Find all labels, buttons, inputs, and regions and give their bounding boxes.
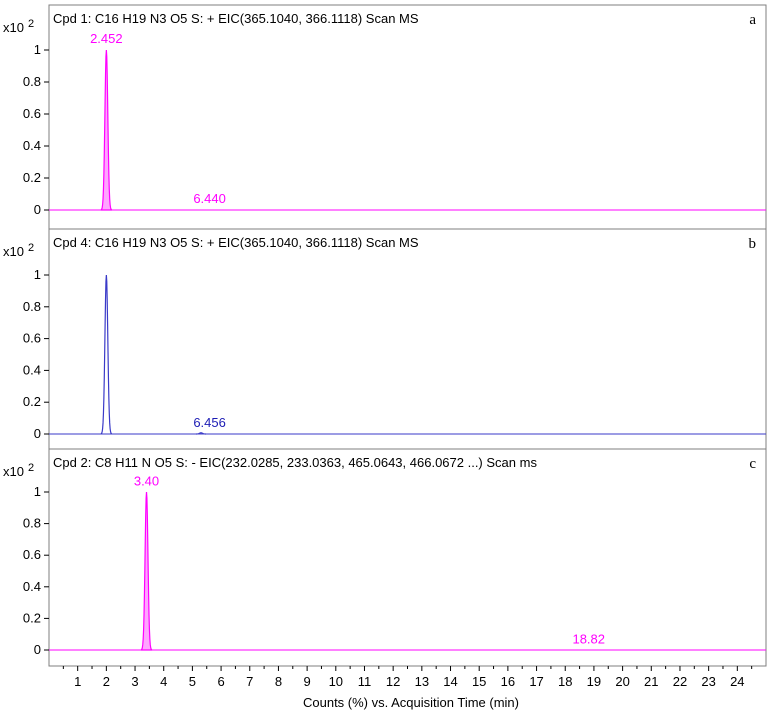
y-scale-exponent: 2 [28,242,34,254]
x-tick-label: 23 [701,674,715,689]
peak-label: 2.452 [90,31,123,46]
panel-letter: b [749,236,757,252]
y-scale-label: x10 2 [3,462,34,479]
chart-panel-b: x10 2 Cpd 4: C16 H19 N3 O5 S: + EIC(365.10… [3,228,767,450]
y-tick-label: 0 [34,642,41,657]
y-tick-label: 0.6 [23,331,41,346]
panel-title: Cpd 1: C16 H19 N3 O5 S: + EIC(365.1040, … [53,11,419,26]
y-scale-label: x10 2 [3,242,34,259]
panel-frame [48,4,767,230]
x-tick-label: 9 [304,674,311,689]
y-scale-exponent: 2 [28,18,34,30]
x-tick-label: 6 [217,674,224,689]
y-tick-label: 0.4 [23,362,41,377]
y-scale-label: x10 2 [3,18,34,35]
panel-letter: a [749,12,756,28]
y-tick-label: 0.6 [23,106,41,121]
x-tick-label: 5 [189,674,196,689]
peak-line [100,274,112,434]
x-tick-label: 20 [615,674,629,689]
x-tick-label: 10 [329,674,343,689]
y-tick-label: 0 [34,202,41,217]
peak-label: 18.82 [572,631,605,646]
x-tick-label: 13 [415,674,429,689]
x-tick-label: 8 [275,674,282,689]
peak-line [195,432,207,435]
peak-fill [100,49,112,211]
x-tick-label: 14 [443,674,457,689]
x-tick-label: 16 [501,674,515,689]
x-tick-label: 12 [386,674,400,689]
y-tick-label: 0.6 [23,547,41,562]
panel-title: Cpd 4: C16 H19 N3 O5 S: + EIC(365.1040, … [53,235,419,250]
peak-fill [140,491,153,651]
y-tick-label: 1 [34,484,41,499]
y-tick-label: 1 [34,42,41,57]
panel-title: Cpd 2: C8 H11 N O5 S: - EIC(232.0285, 23… [53,455,537,470]
y-tick-label: 0 [34,426,41,441]
x-tick-label: 18 [558,674,572,689]
panels-layer: x10 2 Cpd 1: C16 H19 N3 O5 S: + EIC(365.10… [3,4,767,667]
x-tick-label: 1 [74,674,81,689]
y-tick-label: 1 [34,267,41,282]
y-tick-label: 0.4 [23,138,41,153]
x-axis: 1 2 3 4 5 6 7 8 9 10 11 12 13 14 15 16 17 18 19 20 21 22 23 24 [62,666,753,689]
y-scale-exponent: 2 [28,462,34,474]
panel-frame [48,228,767,450]
x-tick-label: 7 [246,674,253,689]
y-tick-label: 0.2 [23,394,41,409]
chart-panel-c: x10 2 Cpd 2: C8 H11 N O5 S: - EIC(232.0285… [3,448,767,667]
x-tick-label: 15 [472,674,486,689]
x-tick-label: 21 [644,674,658,689]
y-tick-label: 0.2 [23,610,41,625]
y-tick-label: 0.8 [23,516,41,531]
x-tick-label: 4 [160,674,167,689]
x-tick-label: 11 [358,674,372,689]
x-tick-label: 19 [587,674,601,689]
peak-label: 6.456 [193,415,226,430]
peak-label: 6.440 [193,191,226,206]
x-tick-label: 2 [103,674,110,689]
panel-letter: c [749,456,756,472]
y-tick-label: 0.4 [23,579,41,594]
x-tick-label: 3 [131,674,138,689]
y-tick-label: 0.8 [23,299,41,314]
x-tick-label: 24 [730,674,744,689]
x-axis-label: Counts (%) vs. Acquisition Time (min) [303,695,519,710]
y-tick-label: 0.2 [23,170,41,185]
x-tick-label: 22 [673,674,687,689]
chart-panel-a: x10 2 Cpd 1: C16 H19 N3 O5 S: + EIC(365.10… [3,4,767,230]
x-tick-label: 17 [529,674,543,689]
y-tick-label: 0.8 [23,74,41,89]
peak-label: 3.40 [134,473,159,488]
